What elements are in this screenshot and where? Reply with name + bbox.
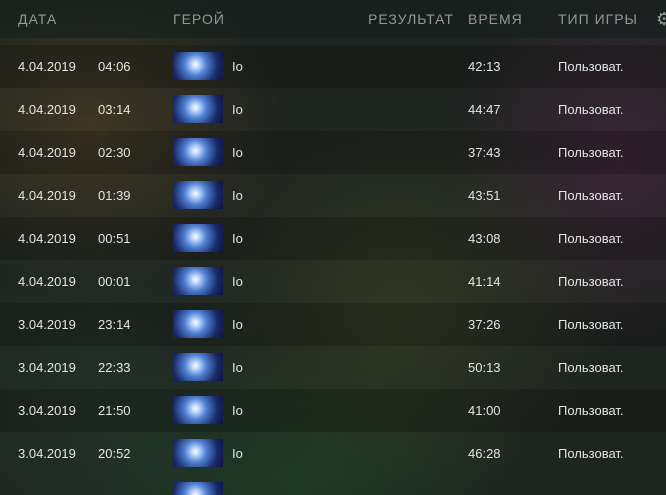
match-game-type: Пользоват. [558,102,624,117]
hero-portrait [173,353,223,381]
match-game-type: Пользоват. [558,360,624,375]
partial-row [0,475,666,495]
match-duration: 43:08 [468,231,501,246]
column-date[interactable]: ДАТА [18,11,58,27]
column-result[interactable]: РЕЗУЛЬТАТ [368,11,454,27]
match-time: 02:30 [98,145,131,160]
hero-name: Io [232,403,243,418]
hero-portrait [173,181,223,209]
match-time: 03:14 [98,102,131,117]
match-duration: 46:28 [468,446,501,461]
hero-portrait [173,439,223,467]
partial-row [0,38,666,45]
match-date: 3.04.2019 [18,403,76,418]
match-row[interactable]: 4.04.2019 00:51 Io 43:08 Пользоват. [0,217,666,260]
match-time: 01:39 [98,188,131,203]
hero-name: Io [232,360,243,375]
column-hero[interactable]: ГЕРОЙ [173,11,225,27]
match-date: 4.04.2019 [18,188,76,203]
match-date: 4.04.2019 [18,145,76,160]
hero-portrait [173,138,223,166]
match-game-type: Пользоват. [558,403,624,418]
match-time: 20:52 [98,446,131,461]
hero-name: Io [232,188,243,203]
hero-name: Io [232,59,243,74]
match-row[interactable]: 3.04.2019 23:14 Io 37:26 Пользоват. [0,303,666,346]
match-row[interactable]: 4.04.2019 03:14 Io 44:47 Пользоват. [0,88,666,131]
match-time: 23:14 [98,317,131,332]
match-duration: 41:00 [468,403,501,418]
hero-name: Io [232,231,243,246]
match-game-type: Пользоват. [558,231,624,246]
match-row[interactable]: 3.04.2019 21:50 Io 41:00 Пользоват. [0,389,666,432]
match-duration: 41:14 [468,274,501,289]
gear-icon[interactable]: ⚙ [656,9,666,29]
match-time: 21:50 [98,403,131,418]
match-date: 3.04.2019 [18,446,76,461]
match-row[interactable]: 4.04.2019 02:30 Io 37:43 Пользоват. [0,131,666,174]
match-time: 00:01 [98,274,131,289]
hero-portrait [173,52,223,80]
hero-portrait [173,482,223,495]
match-duration: 43:51 [468,188,501,203]
table-header: ДАТА ГЕРОЙ РЕЗУЛЬТАТ ВРЕМЯ ТИП ИГРЫ ⚙ [0,0,666,38]
match-duration: 37:43 [468,145,501,160]
match-duration: 37:26 [468,317,501,332]
match-duration: 50:13 [468,360,501,375]
match-row[interactable]: 4.04.2019 01:39 Io 43:51 Пользоват. [0,174,666,217]
match-game-type: Пользоват. [558,446,624,461]
hero-portrait [173,224,223,252]
match-duration: 42:13 [468,59,501,74]
hero-name: Io [232,102,243,117]
match-list[interactable]: 4.04.2019 04:06 Io 42:13 Пользоват. 4.04.2019… [0,38,666,495]
match-date: 4.04.2019 [18,231,76,246]
match-row[interactable]: 4.04.2019 04:06 Io 42:13 Пользоват. [0,45,666,88]
match-duration: 44:47 [468,102,501,117]
hero-name: Io [232,274,243,289]
hero-portrait [173,95,223,123]
column-game-type[interactable]: ТИП ИГРЫ [558,11,638,27]
match-game-type: Пользоват. [558,317,624,332]
match-date: 3.04.2019 [18,317,76,332]
hero-name: Io [232,446,243,461]
match-game-type: Пользоват. [558,59,624,74]
match-game-type: Пользоват. [558,274,624,289]
match-date: 3.04.2019 [18,360,76,375]
match-row[interactable]: 3.04.2019 22:33 Io 50:13 Пользоват. [0,346,666,389]
hero-name: Io [232,145,243,160]
hero-portrait [173,396,223,424]
match-time: 04:06 [98,59,131,74]
match-game-type: Пользоват. [558,188,624,203]
match-row[interactable]: 3.04.2019 20:52 Io 46:28 Пользоват. [0,432,666,475]
column-duration[interactable]: ВРЕМЯ [468,11,523,27]
match-time: 00:51 [98,231,131,246]
hero-portrait [173,267,223,295]
match-date: 4.04.2019 [18,274,76,289]
match-date: 4.04.2019 [18,59,76,74]
match-game-type: Пользоват. [558,145,624,160]
match-row[interactable]: 4.04.2019 00:01 Io 41:14 Пользоват. [0,260,666,303]
hero-name: Io [232,317,243,332]
match-time: 22:33 [98,360,131,375]
hero-portrait [173,310,223,338]
match-date: 4.04.2019 [18,102,76,117]
